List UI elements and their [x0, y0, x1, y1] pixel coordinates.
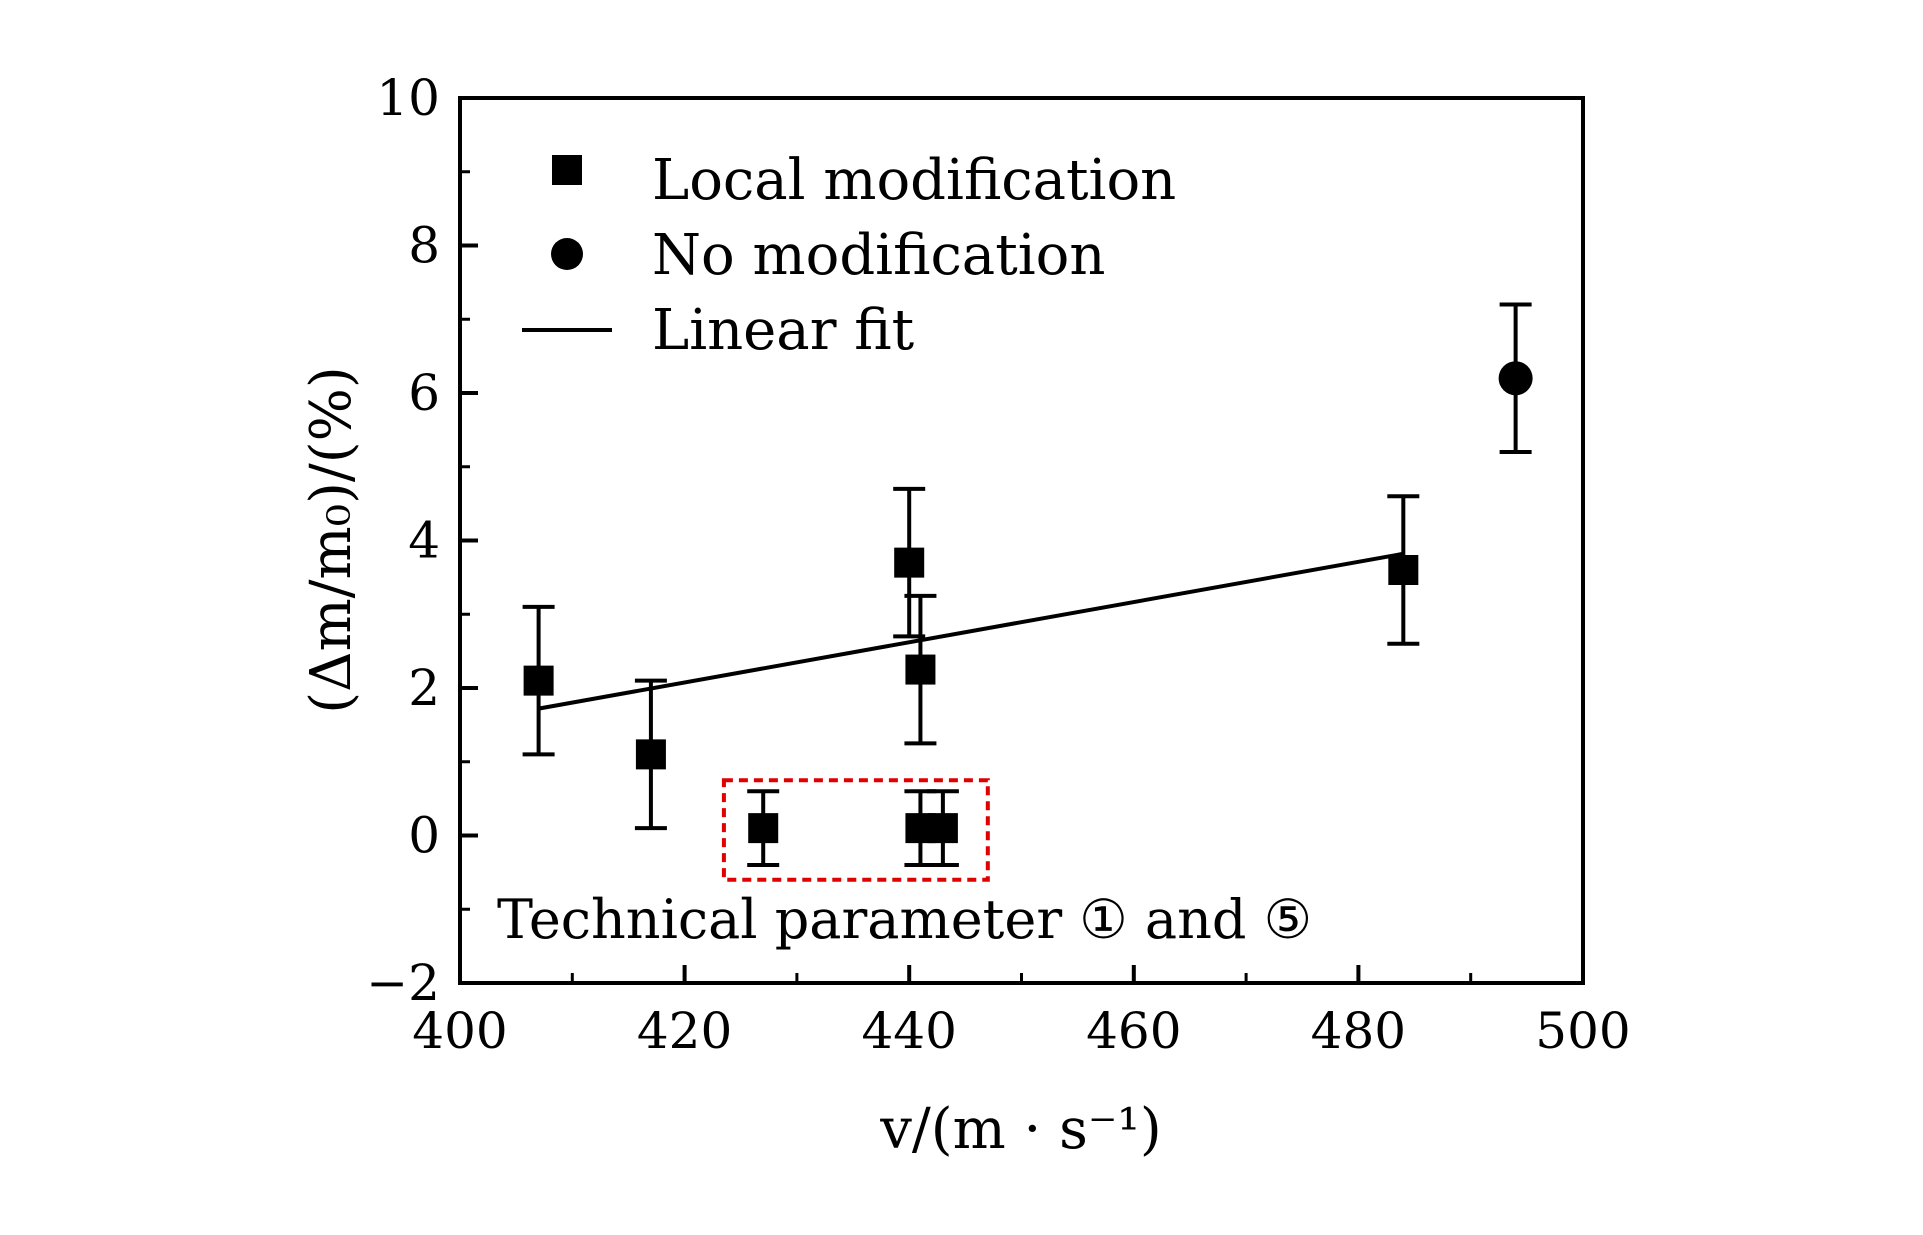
highlight-box: [721, 778, 990, 882]
y-tick-label: 0: [408, 807, 440, 865]
data-point-square: [523, 665, 554, 696]
data-point-square: [635, 739, 666, 770]
y-tick-label: 2: [408, 659, 440, 717]
data-point-square: [927, 813, 958, 844]
x-tick-label: 400: [412, 1002, 507, 1060]
data-point-square: [905, 654, 936, 685]
legend-marker-circle: [551, 238, 583, 270]
linear-fit-line: [538, 551, 1404, 711]
plot-frame: [458, 96, 1585, 985]
y-tick-label: 6: [408, 364, 440, 422]
y-tick-label: 8: [408, 217, 440, 275]
legend-label-linear-fit: Linear fit: [652, 298, 915, 363]
y-tick-label: 4: [408, 512, 440, 570]
data-point-circle: [1498, 361, 1533, 396]
legend-label-local-modification: Local modification: [652, 148, 1176, 213]
axis-ticks: 400 420 440 460 480 500 −2 0 2 4 6 8 10: [366, 69, 1630, 1060]
legend-marker-square: [552, 155, 582, 185]
chart-marks: [522, 302, 1533, 882]
x-tick-label: 500: [1535, 1002, 1630, 1060]
legend-label-no-modification: No modification: [652, 223, 1105, 288]
y-tick-label: −2: [366, 954, 440, 1012]
data-point-square: [748, 813, 779, 844]
x-tick-label: 480: [1311, 1002, 1406, 1060]
data-point-square: [894, 547, 925, 578]
x-tick-label: 440: [861, 1002, 956, 1060]
x-tick-label: 420: [637, 1002, 732, 1060]
legend: Local modification No modification Linea…: [522, 148, 1176, 363]
data-point-square: [1388, 555, 1419, 585]
x-axis-label: v/(m · s⁻¹): [879, 1097, 1161, 1162]
annotation-technical-parameter: Technical parameter ① and ⑤: [497, 888, 1312, 951]
x-tick-label: 460: [1086, 1002, 1181, 1060]
y-axis-label: (Δm/m₀)/(%): [299, 366, 364, 713]
y-tick-label: 10: [376, 69, 440, 127]
